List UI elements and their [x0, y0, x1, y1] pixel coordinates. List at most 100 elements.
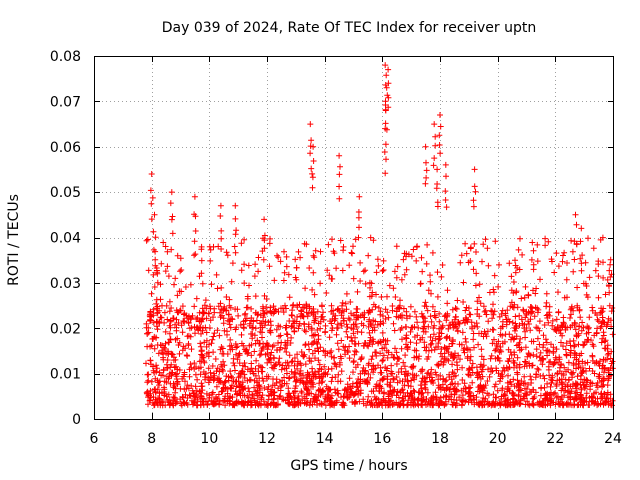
- data-point: [575, 401, 582, 408]
- data-point: [289, 307, 296, 314]
- data-point: [417, 389, 424, 396]
- data-point: [286, 318, 293, 324]
- data-point: [260, 256, 267, 263]
- data-point: [589, 352, 596, 359]
- data-point: [539, 355, 546, 362]
- data-point: [440, 393, 447, 400]
- data-point: [348, 385, 354, 392]
- data-point: [563, 368, 569, 375]
- data-point: [443, 377, 450, 384]
- data-point: [467, 258, 474, 264]
- data-point: [530, 351, 537, 358]
- data-point: [312, 374, 319, 381]
- data-point: [430, 331, 437, 338]
- data-point: [269, 343, 276, 350]
- data-point: [540, 356, 547, 363]
- data-point: [482, 331, 489, 338]
- data-point: [522, 283, 529, 290]
- data-point: [354, 384, 361, 391]
- data-point: [501, 391, 508, 398]
- data-point: [388, 362, 395, 369]
- data-point: [485, 392, 492, 399]
- data-point: [318, 375, 325, 381]
- data-point: [353, 305, 360, 312]
- data-point: [373, 349, 380, 356]
- data-point: [467, 372, 474, 379]
- data-point: [356, 398, 363, 405]
- data-point: [307, 398, 314, 404]
- data-point: [151, 333, 158, 340]
- data-point: [558, 370, 565, 377]
- data-point: [477, 375, 484, 382]
- data-point: [176, 288, 183, 295]
- data-point: [233, 351, 239, 358]
- data-point: [208, 281, 215, 288]
- data-point: [193, 316, 200, 323]
- data-point: [553, 250, 560, 257]
- data-point: [380, 257, 387, 264]
- data-point: [224, 351, 231, 357]
- data-point: [213, 368, 220, 375]
- data-point: [544, 315, 551, 321]
- data-point: [284, 337, 291, 344]
- data-point: [221, 327, 228, 334]
- data-point: [421, 339, 428, 346]
- data-point: [232, 202, 239, 209]
- data-point: [571, 256, 578, 263]
- data-point: [386, 398, 393, 405]
- data-point: [529, 362, 536, 369]
- data-point: [390, 376, 397, 383]
- data-point: [555, 263, 562, 270]
- data-point: [151, 211, 158, 218]
- data-point: [382, 337, 389, 344]
- data-point: [218, 312, 225, 319]
- data-point: [369, 289, 376, 296]
- data-point: [493, 346, 499, 353]
- data-point: [398, 345, 405, 352]
- data-point: [258, 368, 265, 375]
- data-point: [551, 326, 558, 333]
- data-point: [524, 353, 531, 360]
- data-point: [512, 257, 518, 264]
- data-point: [431, 121, 438, 128]
- data-point: [430, 162, 437, 169]
- data-point: [350, 358, 357, 364]
- data-point: [211, 398, 218, 405]
- data-point: [438, 358, 445, 365]
- data-point: [456, 320, 463, 327]
- data-point: [340, 247, 347, 254]
- data-point: [469, 379, 476, 386]
- data-point: [578, 394, 585, 401]
- data-point: [233, 383, 240, 390]
- data-point: [529, 239, 536, 246]
- data-point: [562, 324, 569, 331]
- data-point: [153, 362, 160, 369]
- data-point: [457, 259, 464, 266]
- data-point: [521, 373, 528, 380]
- data-point: [471, 166, 478, 173]
- data-point: [304, 369, 311, 376]
- data-point: [224, 331, 230, 338]
- data-point: [209, 391, 215, 398]
- data-point: [601, 391, 607, 398]
- data-point: [511, 301, 518, 308]
- data-point: [428, 290, 434, 297]
- data-point: [550, 399, 557, 406]
- data-point: [508, 381, 515, 388]
- data-point: [185, 320, 192, 327]
- data-point: [515, 246, 522, 253]
- data-point: [489, 315, 496, 322]
- data-point: [197, 364, 204, 371]
- data-point: [152, 256, 159, 263]
- data-point: [257, 351, 264, 358]
- data-point: [366, 329, 373, 336]
- data-point: [357, 390, 364, 397]
- data-point: [233, 344, 240, 351]
- data-point: [602, 356, 609, 363]
- data-point: [566, 376, 572, 383]
- data-point: [569, 374, 576, 381]
- data-point: [191, 252, 198, 259]
- data-point: [288, 323, 295, 330]
- data-point: [281, 248, 287, 255]
- data-point: [177, 255, 184, 262]
